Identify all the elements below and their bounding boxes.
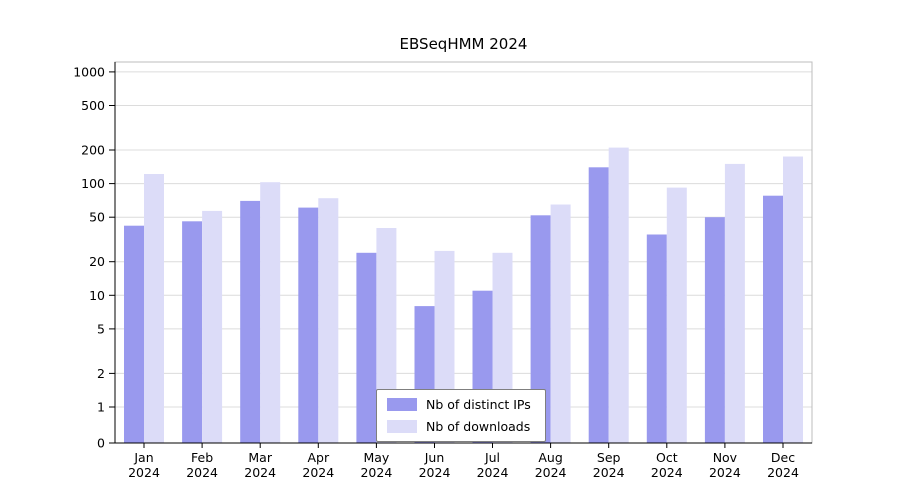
x-tick-label-year: 2024 [477,465,509,480]
x-tick-label-year: 2024 [360,465,392,480]
x-tick-label-month: Feb [191,450,213,465]
bar-downloads [144,174,164,443]
bar-downloads [608,147,629,443]
bar-distinct-ips [240,200,261,443]
bar-downloads [724,163,745,443]
y-tick-label: 1000 [73,64,105,79]
x-tick-label-year: 2024 [593,465,625,480]
x-tick-label-year: 2024 [419,465,451,480]
bar-distinct-ips [298,207,319,443]
y-tick-label: 5 [97,321,105,336]
bar-downloads [783,156,803,443]
x-tick-label-year: 2024 [651,465,683,480]
legend-swatch-downloads [387,420,417,433]
y-tick-label: 1 [97,400,105,415]
x-tick-label-month: May [363,450,389,465]
bar-distinct-ips [356,252,377,443]
bar-distinct-ips [530,215,551,443]
y-tick-label: 20 [89,254,105,269]
x-tick-label-month: Sep [597,450,621,465]
y-tick-label: 200 [81,143,105,158]
y-tick-label: 2 [97,366,105,381]
bar-downloads [318,198,339,443]
x-tick-label-month: Aug [538,450,562,465]
y-tick-label: 0 [97,436,105,451]
bar-distinct-ips [124,225,144,443]
bar-downloads [202,210,223,443]
bar-downloads [260,182,281,443]
bar-downloads [666,187,687,443]
x-tick-label-month: Jul [484,450,500,465]
bar-distinct-ips [182,221,203,443]
y-tick-label: 10 [89,288,105,303]
chart-title: EBSeqHMM 2024 [399,35,528,53]
x-tick-label-month: Jan [133,450,153,465]
y-tick-label: 50 [89,210,105,225]
legend-item-downloads: Nb of downloads [387,419,531,434]
x-tick-label-year: 2024 [244,465,276,480]
x-tick-label-month: Mar [248,450,272,465]
legend-item-distinct-ips: Nb of distinct IPs [387,397,531,412]
bar-distinct-ips [588,167,609,444]
y-tick-label: 100 [81,176,105,191]
x-tick-label-year: 2024 [535,465,567,480]
x-tick-label-year: 2024 [128,465,160,480]
legend-swatch-distinct-ips [387,398,417,411]
legend-label-downloads: Nb of downloads [426,419,531,434]
legend: Nb of distinct IPs Nb of downloads [376,389,546,442]
bar-distinct-ips [646,234,667,443]
x-tick-label-year: 2024 [186,465,218,480]
x-tick-label-month: Jun [424,450,445,465]
x-tick-label-month: Oct [656,450,678,465]
x-tick-label-year: 2024 [709,465,741,480]
y-tick-label: 500 [81,98,105,113]
bar-downloads [550,204,571,443]
x-tick-label-month: Dec [771,450,795,465]
x-tick-label-month: Nov [713,450,738,465]
bar-distinct-ips [704,217,725,443]
x-tick-label-year: 2024 [302,465,334,480]
bar-distinct-ips [763,195,783,443]
x-tick-label-month: Apr [307,450,329,465]
x-tick-label-year: 2024 [767,465,799,480]
legend-label-distinct-ips: Nb of distinct IPs [426,397,531,412]
